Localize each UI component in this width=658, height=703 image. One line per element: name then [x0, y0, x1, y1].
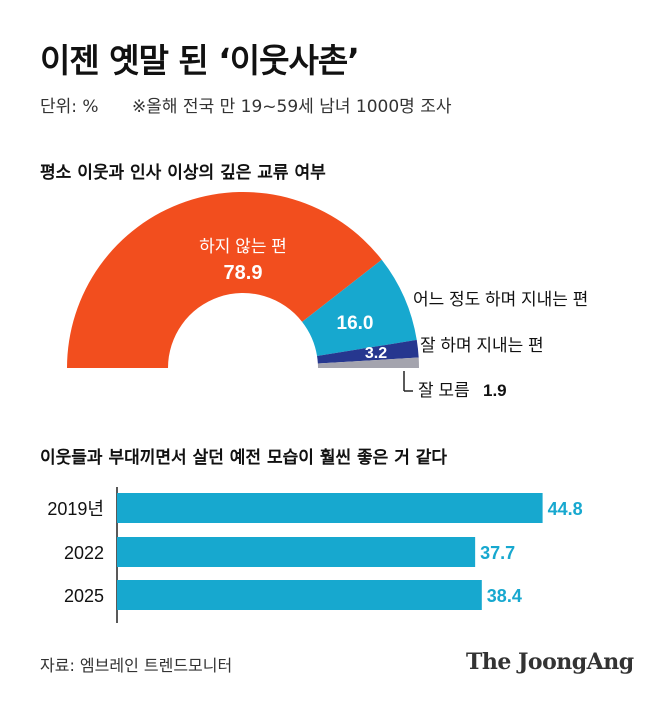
- unit-label: 단위: %: [40, 97, 99, 117]
- survey-note: ※올해 전국 만 19~59세 남녀 1000명 조사: [132, 97, 452, 117]
- slice-label-1: 어느 정도 하며 지내는 편: [413, 290, 588, 309]
- donut-chart-title: 평소 이웃과 인사 이상의 깊은 교류 여부: [40, 163, 326, 183]
- bar-0: [117, 493, 543, 523]
- bar-chart-title: 이웃들과 부대끼면서 살던 예전 모습이 훨씬 좋은 거 같다: [40, 448, 448, 468]
- donut-slice-1: [302, 259, 417, 357]
- publisher-logo: The JoongAng: [466, 649, 634, 675]
- bar-2: [117, 580, 482, 610]
- bar-category-2: 2025: [64, 586, 104, 606]
- donut-slice-0: [67, 191, 382, 368]
- donut-slice-2: [317, 339, 419, 364]
- bar-value-2: 38.4: [487, 586, 522, 606]
- slice-label-3: 잘 모름: [418, 381, 470, 400]
- donut-slice-3: [317, 357, 419, 368]
- bar-1: [117, 537, 476, 567]
- slice-label-0: 하지 않는 편: [199, 237, 287, 256]
- slice-value-3: 1.9: [483, 381, 507, 400]
- slice-label-2: 잘 하며 지내는 편: [420, 336, 544, 355]
- bar-category-1: 2022: [64, 543, 104, 563]
- slice-value-0: 78.9: [224, 262, 263, 284]
- bar-value-0: 44.8: [548, 499, 583, 519]
- bar-category-0: 2019년: [47, 499, 104, 519]
- page-title: 이젠 옛말 된 ‘이웃사촌’: [40, 41, 360, 80]
- bar-value-1: 37.7: [480, 543, 515, 563]
- slice-value-1: 16.0: [337, 313, 374, 334]
- slice-value-2: 3.2: [365, 345, 387, 362]
- source-note: 자료: 엠브레인 트렌드모니터: [40, 656, 233, 675]
